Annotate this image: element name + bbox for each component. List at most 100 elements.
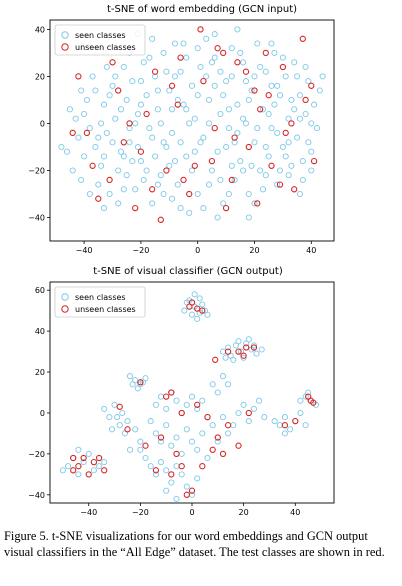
seen-point-32	[139, 379, 146, 386]
unseen-point-33	[85, 471, 92, 478]
seen-point-78	[302, 110, 309, 118]
seen-point-87	[98, 120, 105, 127]
seen-point-38	[188, 82, 196, 89]
seen-point-114	[262, 143, 269, 151]
y-tick-label-1: −20	[28, 166, 45, 175]
y-tick-label-2: 0	[40, 409, 45, 418]
seen-point-97	[96, 463, 103, 470]
seen-point-44	[157, 393, 165, 400]
seen-point-117	[209, 381, 216, 388]
seen-point-71	[282, 73, 289, 80]
legend-box	[54, 24, 146, 56]
seen-point-189	[177, 205, 184, 212]
seen-point-128	[123, 172, 130, 179]
x-tick-label-1: −20	[132, 508, 149, 517]
seen-point-58	[245, 190, 252, 198]
seen-point-19	[134, 110, 142, 118]
unseen-point-15	[178, 409, 185, 417]
seen-point-116	[274, 129, 281, 136]
y-tick-label-5: 60	[35, 286, 45, 295]
seen-point-107	[271, 418, 278, 425]
seen-point-130	[146, 54, 153, 61]
seen-point-97	[166, 162, 173, 169]
unseen-point-4	[235, 348, 242, 355]
seen-point-157	[220, 92, 227, 99]
seen-point-154	[186, 120, 193, 127]
unseen-point-35	[291, 186, 298, 193]
seen-point-1	[75, 134, 82, 141]
seen-point-6	[194, 315, 201, 322]
legend-marker-unseen	[61, 43, 69, 51]
seen-point-192	[268, 40, 275, 47]
seen-point-73	[288, 162, 295, 169]
seen-point-185	[308, 167, 315, 174]
seen-point-181	[262, 172, 269, 179]
seen-point-94	[80, 459, 87, 466]
seen-point-119	[291, 106, 298, 113]
seen-point-4	[181, 307, 188, 314]
seen-point-69	[276, 92, 284, 99]
seen-point-92	[137, 101, 144, 108]
seen-point-38	[124, 418, 131, 425]
seen-point-167	[100, 153, 108, 160]
seen-point-102	[281, 414, 288, 421]
seen-point-72	[240, 401, 247, 408]
unseen-point-39	[214, 45, 221, 52]
unseen-point-23	[151, 68, 159, 75]
seen-point-11	[112, 115, 119, 122]
unseen-point-16	[265, 92, 272, 99]
seen-point-117	[279, 54, 286, 61]
seen-point-74	[291, 59, 298, 66]
unseen-point-10	[197, 26, 204, 33]
seen-point-190	[211, 31, 218, 38]
seen-point-70	[230, 422, 237, 429]
seen-point-109	[234, 129, 241, 136]
unseen-point-28	[211, 124, 218, 132]
seen-point-2	[81, 153, 88, 160]
seen-point-105	[297, 409, 304, 417]
unseen-point-18	[214, 434, 221, 441]
y-tick-label-0: −40	[28, 491, 45, 500]
seen-point-16	[126, 139, 133, 146]
seen-point-166	[86, 190, 93, 198]
seen-point-98	[101, 459, 108, 466]
plot-frame	[49, 19, 335, 242]
unseen-point-41	[305, 393, 312, 400]
unseen-point-16	[194, 401, 201, 408]
seen-point-89	[173, 495, 180, 502]
seen-point-75	[256, 397, 263, 404]
seen-point-165	[66, 106, 73, 113]
seen-point-129	[134, 143, 142, 151]
seen-point-57	[163, 422, 170, 429]
unseen-point-31	[75, 463, 82, 470]
seen-point-118	[285, 172, 292, 179]
unseen-point-6	[224, 348, 232, 355]
x-tick-label-2: 0	[195, 246, 200, 255]
unseen-point-1	[83, 129, 91, 137]
seen-point-184	[296, 115, 303, 122]
y-tick-label-4: 40	[35, 25, 45, 34]
seen-point-21	[140, 59, 147, 66]
seen-point-146	[95, 134, 102, 141]
seen-point-107	[223, 143, 230, 151]
seen-point-95	[154, 87, 161, 94]
seen-point-37	[186, 209, 193, 216]
seen-point-52	[199, 397, 206, 404]
unseen-point-49	[191, 162, 198, 169]
seen-point-19	[253, 350, 260, 357]
seen-point-20	[137, 158, 144, 165]
seen-point-141	[271, 101, 278, 108]
seen-point-7	[199, 301, 206, 308]
seen-point-17	[129, 78, 136, 85]
unseen-point-44	[177, 54, 184, 61]
seen-point-13	[225, 344, 232, 351]
seen-point-195	[225, 190, 232, 198]
seen-point-103	[200, 205, 207, 212]
x-tick-label-3: 20	[239, 508, 249, 517]
seen-point-23	[146, 125, 153, 132]
unseen-point-34	[90, 458, 98, 466]
unseen-point-40	[69, 129, 76, 137]
seen-point-0	[63, 148, 71, 155]
seen-point-56	[157, 438, 165, 445]
seen-point-171	[149, 35, 156, 42]
